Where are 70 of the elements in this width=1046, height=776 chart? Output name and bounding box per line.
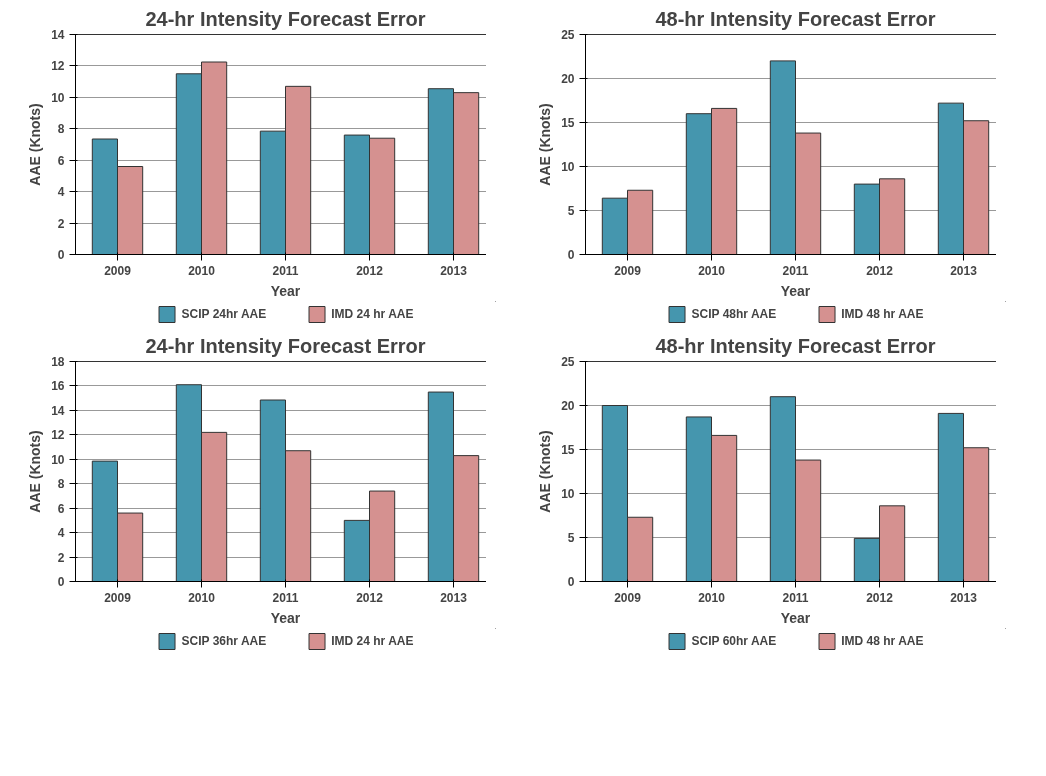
y-tick-label: 14	[51, 403, 65, 418]
legend-label: IMD 48 hr AAE	[841, 634, 924, 648]
x-tick-label: 2013	[440, 263, 468, 278]
y-tick-label: 12	[51, 428, 65, 443]
x-tick-label: 2010	[698, 590, 726, 605]
x-axis-title: Year	[780, 282, 811, 299]
x-tick-label: 2011	[782, 590, 809, 605]
y-tick-label: 20	[561, 72, 575, 86]
y-axis-title: AAE (Knots)	[537, 430, 554, 513]
x-tick-label: 2010	[188, 590, 216, 605]
y-tick-label: 5	[567, 531, 575, 545]
x-axis-title: Year	[270, 609, 301, 626]
legend-label: SCIP 48hr AAE	[691, 307, 777, 321]
y-tick-label: 0	[57, 575, 65, 589]
legend-label: SCIP 36hr AAE	[181, 634, 267, 648]
chart-title: 48-hr Intensity Forecast Error	[655, 334, 936, 357]
y-tick-label: 16	[51, 379, 65, 394]
y-tick-label: 10	[561, 487, 575, 501]
x-tick-label: 2009	[104, 263, 132, 278]
y-tick-label: 10	[51, 452, 65, 467]
y-tick-label: 18	[51, 355, 65, 369]
legend-label: IMD 24 hr AAE	[331, 307, 414, 321]
legend-label: IMD 24 hr AAE	[331, 634, 414, 648]
x-tick-label: 2010	[698, 263, 726, 278]
x-tick-label: 2011	[272, 590, 299, 605]
chart-title: 48-hr Intensity Forecast Error	[655, 7, 936, 30]
y-tick-label: 8	[57, 122, 65, 137]
y-tick-label: 15	[561, 116, 575, 130]
y-tick-label: 4	[57, 526, 65, 541]
x-tick-label: 2011	[782, 263, 809, 278]
y-tick-label: 10	[51, 90, 65, 105]
x-tick-label: 2009	[614, 263, 642, 278]
y-tick-label: 0	[567, 575, 575, 589]
y-tick-label: 15	[561, 443, 575, 457]
y-tick-label: 25	[561, 355, 575, 369]
x-axis-title: Year	[270, 282, 301, 299]
x-tick-label: 2012	[356, 263, 384, 278]
y-tick-label: 25	[561, 28, 575, 42]
x-tick-label: 2013	[440, 590, 468, 605]
x-tick-label: 2009	[614, 590, 642, 605]
y-axis-title: AAE (Knots)	[537, 103, 554, 186]
x-tick-label: 2012	[866, 590, 894, 605]
y-tick-label: 6	[57, 153, 65, 168]
x-tick-label: 2010	[188, 263, 216, 278]
x-tick-label: 2013	[950, 263, 978, 278]
y-tick-label: 20	[561, 399, 575, 413]
y-tick-label: 4	[57, 185, 65, 200]
chart-title: 24-hr Intensity Forecast Error	[145, 334, 426, 357]
y-axis-title: AAE (Knots)	[27, 430, 44, 513]
legend-label: SCIP 60hr AAE	[691, 634, 777, 648]
y-tick-label: 2	[57, 550, 65, 565]
legend-label: IMD 48 hr AAE	[841, 307, 924, 321]
x-axis-title: Year	[780, 609, 811, 626]
y-axis-title: AAE (Knots)	[27, 103, 44, 186]
y-tick-label: 0	[567, 248, 575, 262]
legend-label: SCIP 24hr AAE	[181, 307, 267, 321]
y-tick-label: 12	[51, 59, 65, 74]
y-tick-label: 6	[57, 501, 65, 516]
x-tick-label: 2012	[866, 263, 894, 278]
x-tick-label: 2013	[950, 590, 978, 605]
x-tick-label: 2009	[104, 590, 132, 605]
y-tick-label: 5	[567, 204, 575, 218]
x-tick-label: 2012	[356, 590, 384, 605]
y-tick-label: 10	[561, 160, 575, 174]
y-tick-label: 8	[57, 477, 65, 492]
chart-title: 24-hr Intensity Forecast Error	[145, 7, 426, 30]
y-tick-label: 14	[51, 28, 65, 42]
x-tick-label: 2011	[272, 263, 299, 278]
y-tick-label: 0	[57, 248, 65, 262]
y-tick-label: 2	[57, 216, 65, 231]
